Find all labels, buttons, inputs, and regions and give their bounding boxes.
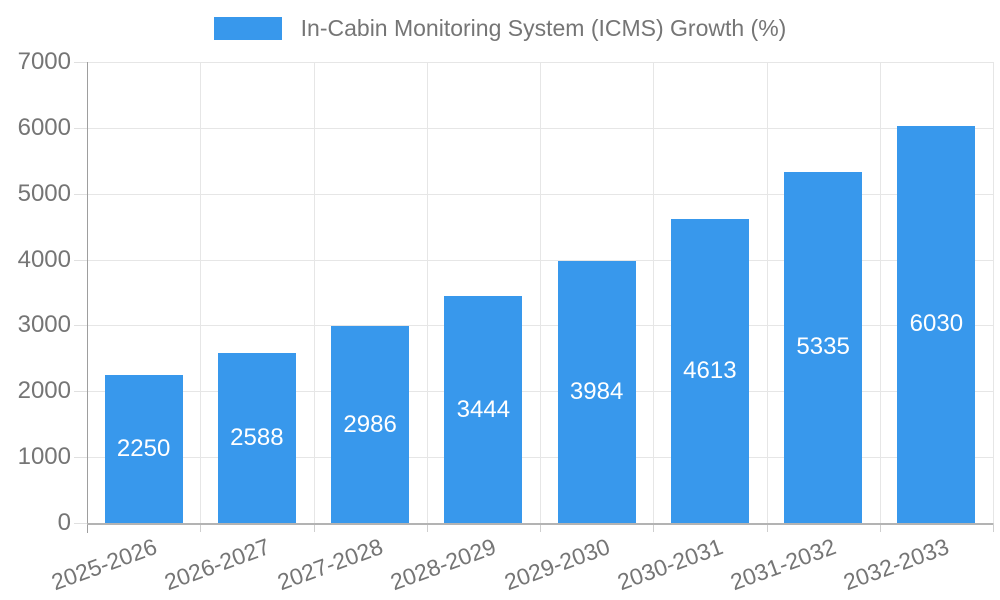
legend-label: In-Cabin Monitoring System (ICMS) Growth… [300,15,787,41]
x-axis-tick [766,523,768,532]
v-gridline [540,62,541,523]
y-axis-tick [74,325,87,327]
x-axis-tick [426,523,428,532]
x-axis-tick [653,523,655,532]
v-gridline [993,62,994,523]
x-axis-line [87,523,993,525]
y-axis-line [87,62,88,533]
y-axis-tick [74,127,87,129]
y-axis-tick [74,523,87,524]
y-axis-tick-label: 1000 [17,443,71,471]
bar[interactable] [104,374,183,523]
legend[interactable]: In-Cabin Monitoring System (ICMS) Growth… [0,17,1000,40]
x-axis-tick [879,523,881,532]
bar[interactable] [557,260,636,523]
bar[interactable] [444,296,523,523]
x-axis-tick [993,523,994,532]
y-axis-tick [74,391,87,393]
y-axis-tick-label: 5000 [17,179,71,207]
v-gridline [426,62,428,523]
v-gridline [653,62,655,523]
y-axis-tick [74,193,87,195]
bar[interactable] [784,171,863,523]
v-gridline [313,62,315,523]
bar[interactable] [897,125,976,523]
v-gridline [879,62,881,523]
y-axis-tick [74,259,87,261]
x-axis-tick [200,523,202,532]
y-axis-tick [74,457,87,459]
y-axis-tick-label: 3000 [17,311,71,339]
legend-swatch [213,17,282,40]
y-axis-tick-label: 4000 [17,245,71,273]
bar[interactable] [331,326,410,523]
x-axis-tick [313,523,315,532]
bar[interactable] [670,219,749,523]
y-axis-tick-label: 0 [57,509,71,536]
v-gridline [200,62,202,523]
y-axis-tick-label: 6000 [17,113,71,141]
y-axis-tick-label: 2000 [17,377,71,405]
y-axis-tick [74,62,87,63]
x-axis-tick [540,523,541,532]
y-axis-tick-label: 7000 [17,48,71,75]
v-gridline [766,62,768,523]
bar[interactable] [217,352,296,523]
